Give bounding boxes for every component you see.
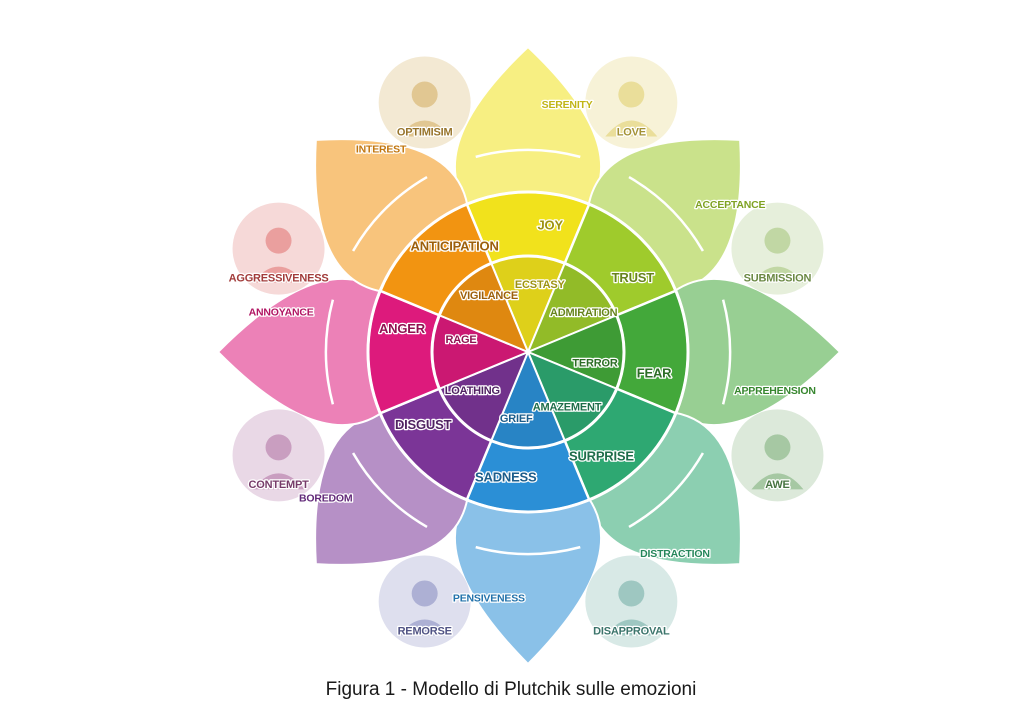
label-dyad-aggressiveness: AGGRESSIVENESS xyxy=(229,273,329,285)
dyad-figure-submission-head xyxy=(764,227,791,254)
label-fear-basic: FEAR xyxy=(637,366,672,381)
dyad-figure-contempt-head xyxy=(265,434,292,461)
dyad-figure-optimisim-head xyxy=(411,81,438,108)
label-dyad-contempt: CONTEMPT xyxy=(248,479,309,491)
label-fear-intense: TERROR xyxy=(572,358,618,370)
label-dyad-submission: SUBMISSION xyxy=(744,273,812,285)
label-dyad-remorse: REMORSE xyxy=(398,625,452,637)
petal-joy-divider xyxy=(475,148,581,159)
petal-anger-divider xyxy=(324,299,335,405)
petals-layer xyxy=(216,45,842,666)
dyad-figure-awe-body xyxy=(751,473,804,490)
dyad-figure-optimisim-body xyxy=(398,120,451,137)
dyad-figure-love-head xyxy=(618,81,645,108)
plutchik-wheel: ECSTASY JOY SERENITY ADMIRATION TRUST ACCEPTA… xyxy=(216,45,842,666)
label-dyad-optimisim: OPTIMISIM xyxy=(397,126,453,138)
outer-ring-outline xyxy=(366,190,690,514)
inner-ring-outline xyxy=(430,254,626,450)
label-disgust-mild: BOREDOM xyxy=(299,493,353,505)
label-surprise-intense: AMAZEMENT xyxy=(533,402,602,414)
label-joy-mild: SERENITY xyxy=(542,99,593,111)
label-dyad-awe: AWE xyxy=(765,479,789,491)
label-anger-intense: RAGE xyxy=(446,334,477,346)
petal-disgust-divider xyxy=(351,452,428,529)
label-joy-basic: JOY xyxy=(538,217,564,232)
petal-fear-divider xyxy=(721,299,732,405)
label-dyad-disapproval: DISAPPROVAL xyxy=(593,625,670,637)
petal-disgust-mild-zone xyxy=(314,411,469,566)
dyad-circles-layer xyxy=(232,56,824,648)
dyad-figure-disapproval-head xyxy=(618,580,645,607)
dyad-figure-submission-body xyxy=(751,266,804,283)
dyad-figure-remorse-head xyxy=(411,580,438,607)
petal-joy-mild-zone xyxy=(453,45,603,208)
petal-anticipation-divider xyxy=(351,175,428,252)
label-surprise-mild: DISTRACTION xyxy=(640,548,710,560)
label-anticipation-basic: ANTICIPATION xyxy=(411,239,499,254)
label-dyad-love: LOVE xyxy=(617,126,646,138)
dyad-figure-love-body xyxy=(605,120,658,137)
dyad-figure-awe-head xyxy=(764,434,791,461)
labels-layer: ECSTASY JOY SERENITY ADMIRATION TRUST ACCEPTA… xyxy=(227,98,817,639)
petal-sadness-divider xyxy=(475,545,581,556)
dyad-figure-disapproval-body xyxy=(605,619,658,636)
dyad-figure-aggressiveness-head xyxy=(265,227,292,254)
rings-layer xyxy=(366,190,690,514)
petal-anger-mild-zone xyxy=(216,277,384,427)
dyad-figure-contempt-body xyxy=(252,473,305,490)
petal-trust-divider xyxy=(628,175,705,252)
petal-fear-mild-zone xyxy=(672,277,842,427)
dyad-figure-remorse-body xyxy=(398,619,451,636)
label-sadness-basic: SADNESS xyxy=(475,469,537,484)
label-surprise-basic: SURPRISE xyxy=(569,448,634,463)
label-trust-intense: ADMIRATION xyxy=(550,307,618,319)
dyad-figure-aggressiveness-body xyxy=(252,266,305,283)
petal-trust-mild-zone xyxy=(587,138,742,293)
petal-surprise-mild-zone xyxy=(587,411,742,566)
label-fear-mild: APPREHENSION xyxy=(734,385,816,397)
label-anger-mild: ANNOYANCE xyxy=(249,307,314,319)
label-sadness-intense: GRIEF xyxy=(500,413,533,425)
label-disgust-intense: LOATHING xyxy=(445,385,500,397)
label-anticipation-intense: VIGILANCE xyxy=(460,290,518,302)
label-anger-basic: ANGER xyxy=(379,321,426,336)
label-anticipation-mild: INTEREST xyxy=(356,144,407,156)
label-joy-intense: ECSTASY xyxy=(515,279,566,291)
label-trust-mild: ACCEPTANCE xyxy=(695,199,765,211)
petal-anticipation-mild-zone xyxy=(314,138,469,293)
petal-sadness-mild-zone xyxy=(453,496,603,666)
label-disgust-basic: DISGUST xyxy=(395,417,452,432)
label-sadness-mild: PENSIVENESS xyxy=(453,593,525,605)
petal-surprise-divider xyxy=(628,452,705,529)
figure-caption: Figura 1 - Modello di Plutchik sulle emo… xyxy=(325,679,697,700)
label-trust-basic: TRUST xyxy=(612,270,655,285)
